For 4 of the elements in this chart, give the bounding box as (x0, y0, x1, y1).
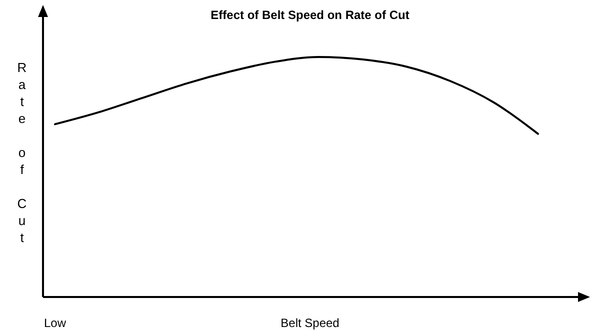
text: Rate of Cut (17, 60, 27, 245)
text: Low (44, 316, 66, 330)
chart-title: Effect of Belt Speed on Rate of Cut (210, 8, 410, 22)
x-axis-title: Belt Speed (280, 316, 340, 330)
